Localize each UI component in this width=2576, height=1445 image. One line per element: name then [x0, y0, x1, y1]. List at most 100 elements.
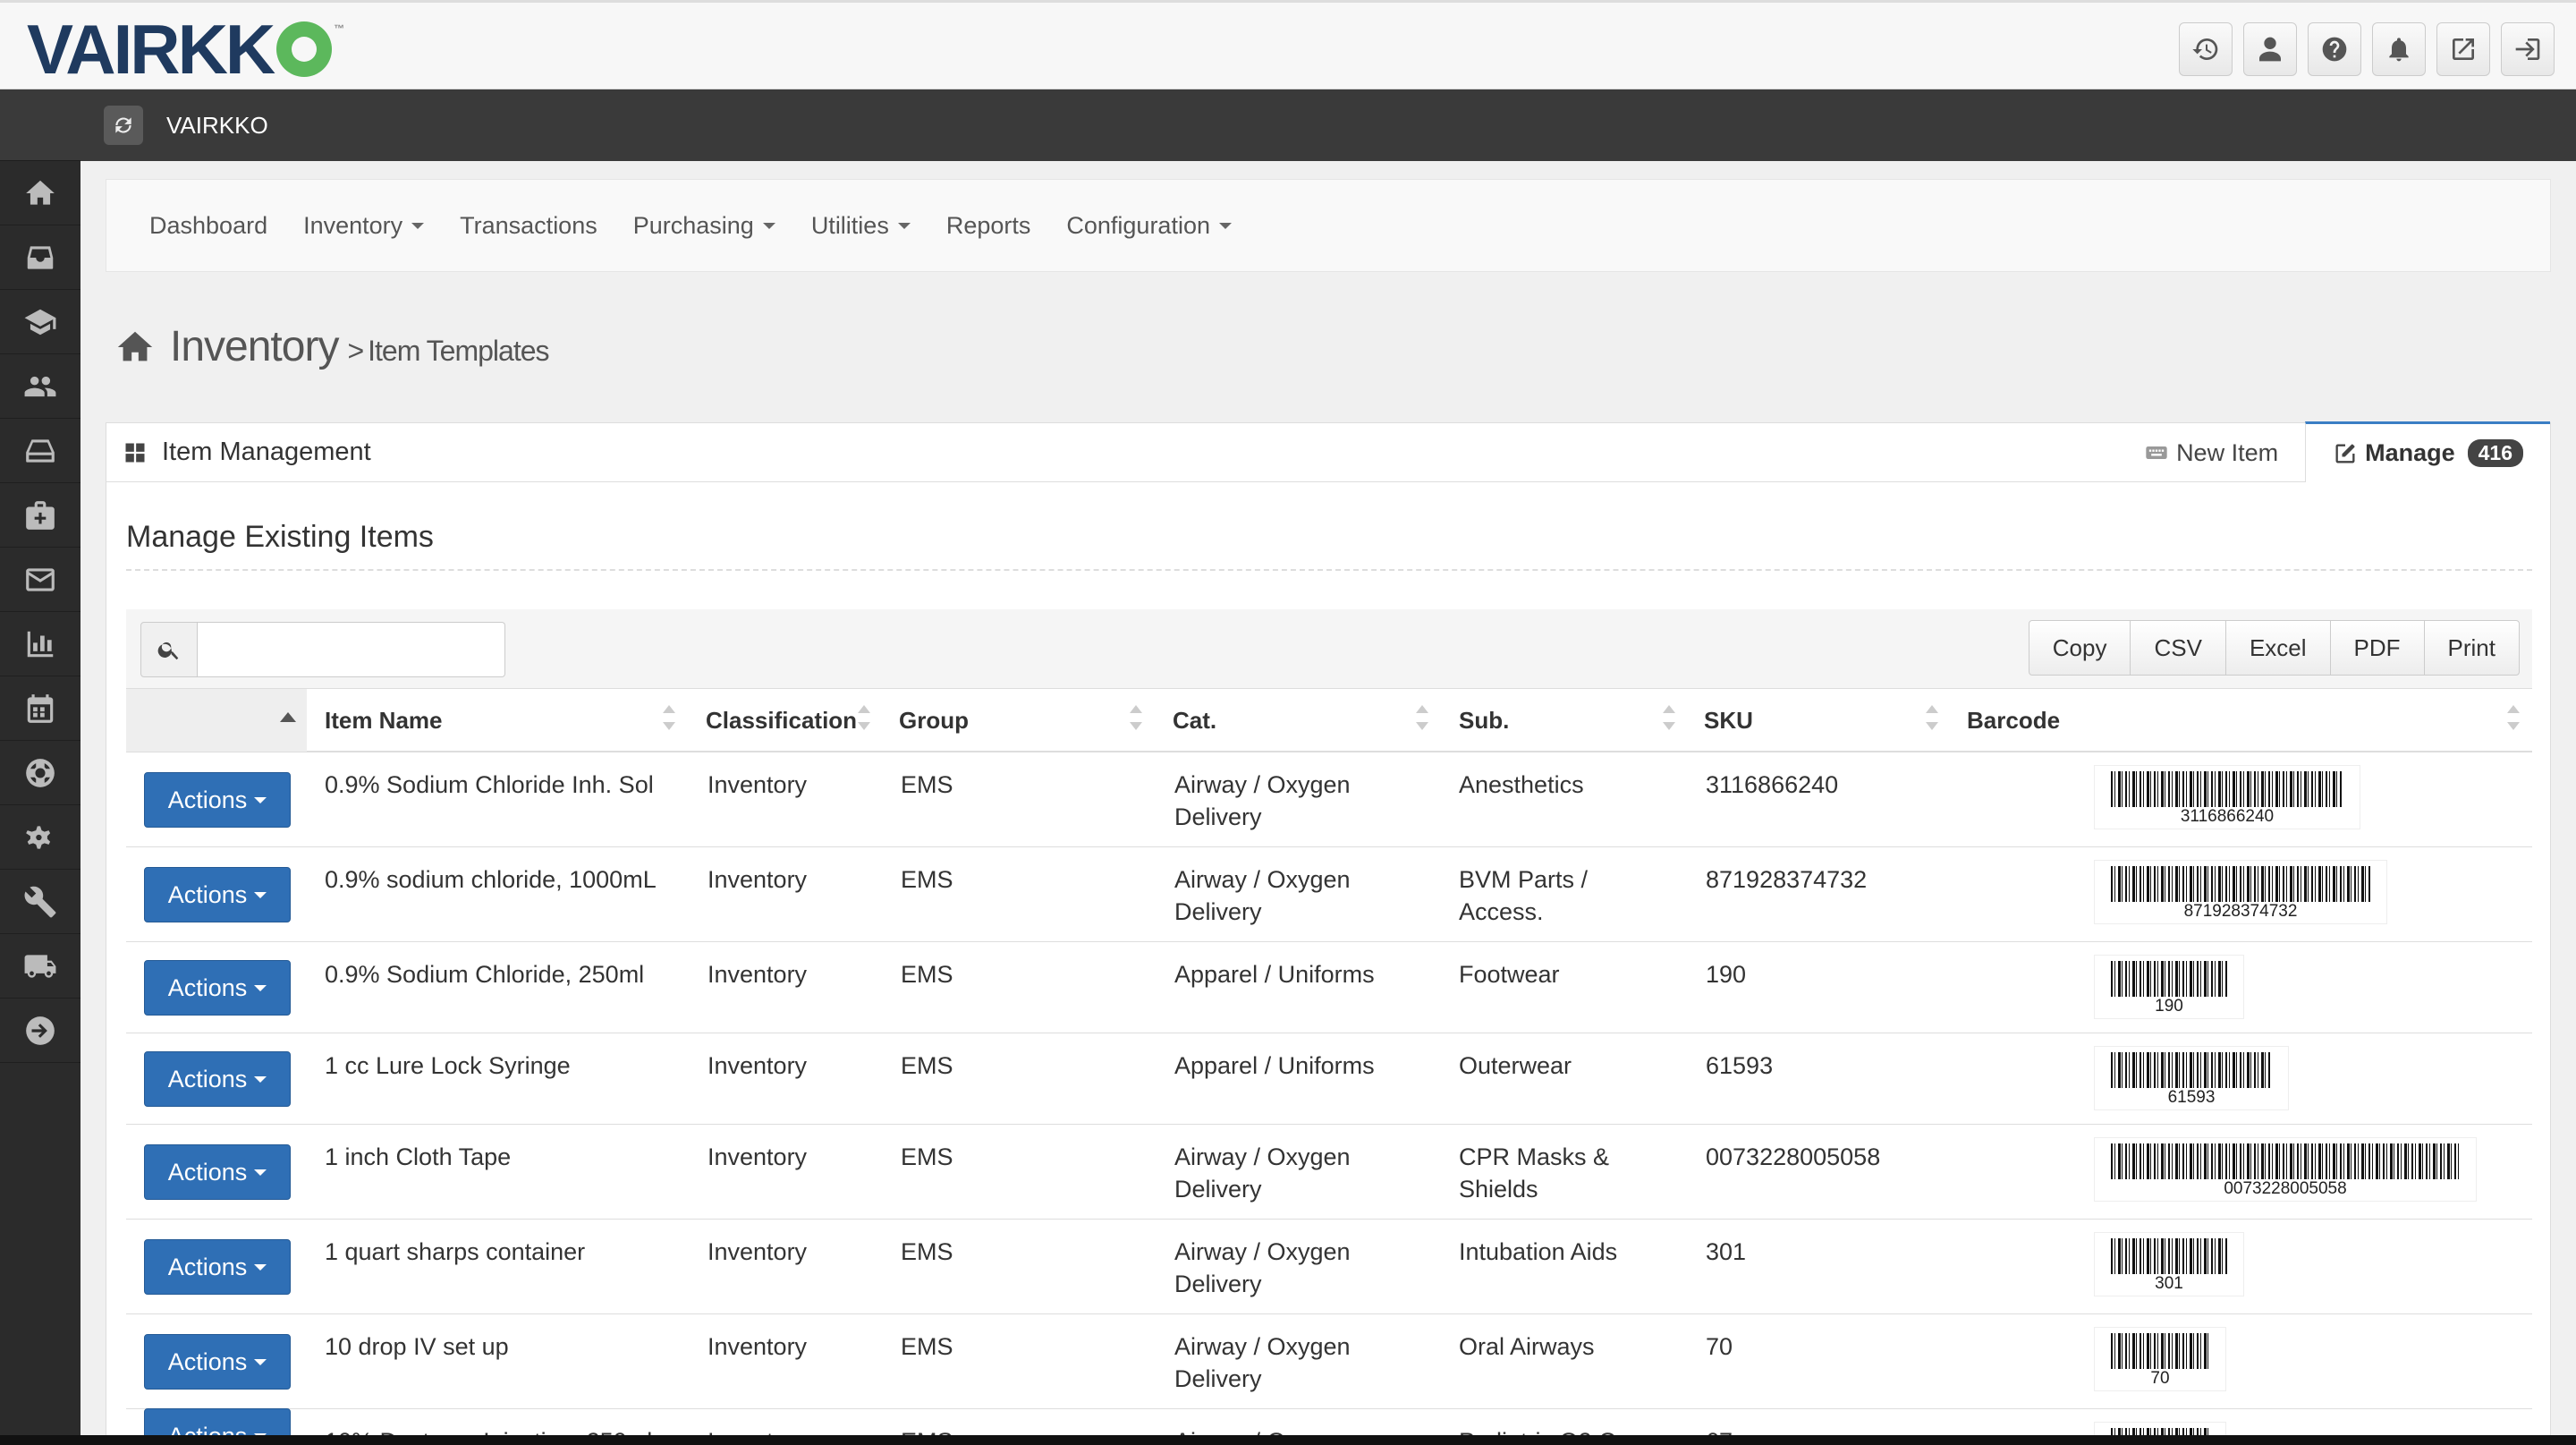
- col-label: Cat.: [1173, 706, 1217, 734]
- logout-icon[interactable]: [2501, 22, 2555, 76]
- history-icon[interactable]: [2179, 22, 2233, 76]
- cell-category: Airway / Oxygen Delivery: [1174, 769, 1351, 833]
- cell-category-line: Airway / Oxygen: [1174, 1143, 1351, 1170]
- actions-button[interactable]: Actions: [144, 772, 291, 828]
- tab-manage[interactable]: Manage 416: [2305, 421, 2550, 482]
- sidebar-item-medical[interactable]: [0, 483, 80, 548]
- sidebar-item-inbox[interactable]: [0, 225, 80, 290]
- chevron-down-icon: [254, 984, 267, 991]
- actions-button[interactable]: Actions: [144, 1051, 291, 1107]
- panel-tabs: New Item Manage 416: [2117, 421, 2550, 482]
- chevron-down-icon: [254, 1358, 267, 1365]
- sidebar-item-storage[interactable]: [0, 419, 80, 483]
- barcode-image: 61593: [2094, 1046, 2289, 1110]
- logo-trademark: ™: [334, 22, 345, 35]
- barcode-number: 61593: [2167, 1088, 2216, 1107]
- col-subcategory[interactable]: Sub.: [1459, 689, 1509, 752]
- actions-button[interactable]: Actions: [144, 1239, 291, 1295]
- barcode-bars: [2111, 1238, 2227, 1274]
- nav-utilities[interactable]: Utilities: [811, 212, 911, 240]
- vairkko-logo[interactable]: VAIRKK ™: [27, 10, 345, 89]
- cell-item-name: 10 drop IV set up: [325, 1333, 509, 1360]
- cell-classification: Inventory: [708, 771, 808, 798]
- sidebar-item-messages[interactable]: [0, 548, 80, 612]
- sidebar-item-reports[interactable]: [0, 612, 80, 676]
- copy-button[interactable]: Copy: [2028, 620, 2131, 676]
- sidebar-item-collapse[interactable]: [0, 999, 80, 1063]
- logo-text: VAIRKK: [27, 9, 275, 89]
- table-row: Actions 0.9% Sodium Chloride, 250ml Invent…: [126, 942, 2532, 1033]
- cell-group: EMS: [901, 1333, 953, 1360]
- tab-new-item[interactable]: New Item: [2117, 423, 2305, 482]
- col-category[interactable]: Cat.: [1173, 689, 1216, 752]
- sort-icon: [663, 705, 675, 735]
- barcode-number: 190: [2155, 997, 2183, 1016]
- cell-category: Airway / Oxygen Delivery: [1174, 863, 1351, 928]
- actions-button[interactable]: Actions: [144, 1334, 291, 1390]
- chevron-down-icon: [254, 1169, 267, 1176]
- cell-subcategory: Anesthetics: [1459, 769, 1584, 801]
- sidebar-item-training[interactable]: [0, 290, 80, 354]
- actions-label: Actions: [167, 1347, 248, 1375]
- breadcrumb-separator: >: [347, 335, 365, 367]
- col-label: Sub.: [1459, 706, 1510, 734]
- nav-inventory[interactable]: Inventory: [303, 212, 425, 240]
- user-icon[interactable]: [2243, 22, 2297, 76]
- col-barcode[interactable]: Barcode: [1967, 689, 2060, 752]
- actions-label: Actions: [167, 880, 248, 908]
- nav-reports[interactable]: Reports: [946, 212, 1031, 240]
- sidebar-item-tools[interactable]: [0, 870, 80, 934]
- nav-dashboard[interactable]: Dashboard: [149, 212, 267, 240]
- sidebar-item-users[interactable]: [0, 354, 80, 419]
- cell-subcategory: Intubation Aids: [1459, 1236, 1617, 1268]
- col-sku[interactable]: SKU: [1704, 689, 1753, 752]
- cell-subcategory: Footwear: [1459, 958, 1560, 990]
- cell-subcategory: Oral Airways: [1459, 1330, 1595, 1363]
- barcode-bars: [2111, 1052, 2272, 1088]
- pdf-button[interactable]: PDF: [2329, 620, 2425, 676]
- sidebar-item-support[interactable]: [0, 741, 80, 805]
- cell-item-name: 0.9% sodium chloride, 1000mL: [325, 866, 657, 893]
- barcode-number: 70: [2150, 1369, 2170, 1388]
- cell-category: Airway / Oxygen Delivery: [1174, 1330, 1351, 1395]
- sidebar-item-calendar[interactable]: [0, 676, 80, 741]
- nav-configuration[interactable]: Configuration: [1066, 212, 1232, 240]
- print-button[interactable]: Print: [2423, 620, 2520, 676]
- csv-button[interactable]: CSV: [2130, 620, 2226, 676]
- sidebar-item-settings[interactable]: [0, 805, 80, 870]
- actions-button[interactable]: Actions: [144, 1144, 291, 1200]
- help-icon[interactable]: [2308, 22, 2361, 76]
- bell-icon[interactable]: [2372, 22, 2426, 76]
- sidebar-item-fleet[interactable]: [0, 934, 80, 999]
- col-item-name[interactable]: Item Name: [325, 689, 443, 752]
- nav-purchasing[interactable]: Purchasing: [633, 212, 775, 240]
- bar-chart-icon: [27, 631, 54, 657]
- sidebar-item-home[interactable]: [0, 161, 80, 225]
- section-title: Manage Existing Items: [126, 520, 434, 554]
- barcode-image: 70: [2094, 1327, 2226, 1391]
- actions-button[interactable]: Actions: [144, 960, 291, 1016]
- actions-column-header[interactable]: [126, 689, 307, 752]
- col-label: Item Name: [325, 706, 443, 734]
- actions-button[interactable]: Actions: [144, 867, 291, 922]
- cell-category-line: Delivery: [1174, 803, 1262, 830]
- cell-sku: 190: [1706, 961, 1747, 988]
- gears-icon: [26, 825, 51, 849]
- cell-sku: 61593: [1706, 1052, 1774, 1079]
- search-input[interactable]: [198, 622, 505, 677]
- barcode-image: 0073228005058: [2094, 1137, 2477, 1202]
- cell-classification: Inventory: [708, 961, 808, 988]
- cell-subcategory: BVM Parts / Access.: [1459, 863, 1588, 928]
- nav-transactions[interactable]: Transactions: [460, 212, 597, 240]
- table-row: Actions 1 quart sharps container Inventory…: [126, 1220, 2532, 1314]
- refresh-icon: [115, 117, 131, 133]
- refresh-button[interactable]: [104, 106, 143, 145]
- grid-icon: [125, 443, 145, 462]
- cell-sku: 301: [1706, 1238, 1747, 1265]
- table-row: Actions 1 inch Cloth Tape Inventory EMS Airw…: [126, 1125, 2532, 1220]
- app-title-bar: VAIRKKO: [80, 89, 2576, 161]
- excel-button[interactable]: Excel: [2224, 620, 2331, 676]
- external-link-icon[interactable]: [2436, 22, 2490, 76]
- col-group[interactable]: Group: [899, 689, 969, 752]
- col-classification[interactable]: Classification: [706, 689, 857, 752]
